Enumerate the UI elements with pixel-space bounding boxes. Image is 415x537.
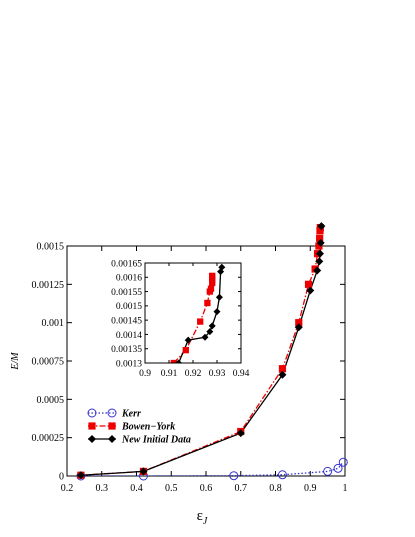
- x-axis-label: εJ: [197, 508, 208, 527]
- x-tick-label: 0.3: [96, 483, 109, 494]
- legend-marker-bowen-york: [108, 422, 116, 430]
- inset-y-tick-label: 0.0015: [116, 302, 142, 312]
- legend-label-new-initial-data: New Initial Data: [121, 435, 191, 446]
- data-point-bowen-york: [315, 242, 323, 250]
- data-point-new-initial-data: [306, 286, 315, 295]
- inset-x-tick-label: 0.91: [161, 369, 178, 379]
- inset-data-point-new-initial-data: [218, 263, 226, 271]
- main-markers: [76, 222, 348, 481]
- inset-data-point-new-initial-data: [215, 293, 223, 301]
- inset-data-point-bowen-york: [209, 272, 216, 280]
- data-point-bowen-york: [304, 280, 313, 288]
- inset-x-tick-label: 0.94: [233, 369, 250, 379]
- inset-plot: 0.9 0.91 0.92 0.93 0.94 0.0013 0.00135 0.0014 0.…: [111, 259, 249, 379]
- x-tick-label: 0.8: [269, 483, 282, 494]
- y-tick-label: 0.001: [42, 318, 65, 329]
- x-tick-label: 0.9: [304, 483, 317, 494]
- data-point-new-initial-data: [236, 429, 245, 438]
- data-point-kerr: [338, 457, 348, 467]
- y-tick-label: 0.00125: [32, 280, 65, 291]
- inset-data-point-new-initial-data: [175, 359, 183, 363]
- y-tick-label: 0.00025: [32, 433, 65, 444]
- x-tick-label: 0.5: [165, 483, 178, 494]
- legend-marker-kerr: [87, 408, 97, 418]
- data-point-new-initial-data: [315, 257, 324, 266]
- inset-data-point-bowen-york: [204, 299, 211, 307]
- y-tick-label: 0.00075: [32, 357, 65, 368]
- inset-data-point-new-initial-data: [208, 322, 216, 330]
- inset-data-point-bowen-york: [170, 359, 177, 363]
- data-point-kerr: [323, 466, 333, 476]
- y-tick-label: 0: [59, 472, 64, 483]
- inset-axis-ticks: 0.9 0.91 0.92 0.93 0.94 0.0013 0.00135 0.0014 0.…: [111, 259, 249, 379]
- data-point-kerr: [333, 463, 343, 473]
- data-point-kerr: [277, 470, 287, 480]
- series-line-bowen-york: [80, 246, 320, 476]
- inset-y-tick-label: 0.0016: [116, 274, 142, 284]
- inset-data-point-new-initial-data: [184, 336, 192, 344]
- data-point-bowen-york: [295, 319, 303, 327]
- legend-label-bowen-york: Bowen−York: [121, 422, 175, 433]
- x-axis-label-subscript: J: [203, 516, 208, 527]
- inset-y-tick-label: 0.0013: [116, 359, 142, 369]
- data-point-kerr: [229, 471, 239, 481]
- y-tick-label: 0.0005: [37, 395, 65, 406]
- legend-marker-new-initial-data: [108, 435, 116, 443]
- data-point-new-initial-data: [316, 238, 325, 247]
- legend-label-kerr: Kerr: [121, 409, 141, 420]
- data-point-bowen-york: [316, 234, 324, 242]
- legend-marker-kerr: [107, 408, 117, 418]
- inset-markers: [170, 263, 226, 363]
- inset-data-point-bowen-york: [197, 318, 204, 325]
- inset-y-tick-label: 0.00165: [111, 259, 142, 269]
- inset-x-tick-label: 0.93: [209, 369, 226, 379]
- x-tick-label: 1: [343, 483, 348, 494]
- inset-data-point-new-initial-data: [206, 328, 214, 336]
- inset-y-tick-label: 0.00145: [111, 316, 142, 326]
- data-point-new-initial-data: [139, 467, 148, 476]
- data-point-new-initial-data: [294, 323, 303, 332]
- inset-background: [145, 263, 241, 363]
- x-tick-label: 0.7: [235, 483, 248, 494]
- x-tick-label: 0.2: [61, 483, 74, 494]
- main-axis-ticks: 0.2 0.3 0.4 0.5 0.6 0.7 0.8 0.9 100.000250.00050…: [32, 242, 348, 495]
- data-point-new-initial-data: [76, 471, 85, 480]
- inset-data-point-bowen-york: [182, 346, 189, 354]
- series-line-kerr: [80, 461, 344, 476]
- inset-y-tick-label: 0.00135: [111, 345, 142, 355]
- inset-y-tick-label: 0.0014: [116, 331, 142, 341]
- x-tick-label: 0.4: [130, 483, 143, 494]
- data-point-new-initial-data: [315, 249, 324, 258]
- data-point-new-initial-data: [313, 266, 322, 275]
- data-point-new-initial-data: [278, 370, 287, 379]
- y-axis-label: E/M: [10, 352, 21, 371]
- inset-data-point-bowen-york: [207, 285, 215, 292]
- y-tick-label: 0.0015: [37, 242, 65, 253]
- data-point-new-initial-data: [317, 222, 326, 231]
- x-axis-label-main: ε: [197, 508, 203, 524]
- data-point-bowen-york: [278, 365, 287, 373]
- main-plot: 0.2 0.3 0.4 0.5 0.6 0.7 0.8 0.9 100.000250.00050…: [10, 222, 348, 527]
- legend: Kerr Bowen−York New Initial Data: [87, 408, 191, 446]
- legend-marker-new-initial-data: [88, 435, 96, 443]
- inset-x-tick-label: 0.9: [139, 369, 151, 379]
- x-tick-label: 0.6: [200, 483, 213, 494]
- legend-marker-bowen-york: [88, 422, 96, 430]
- inset-data-point-new-initial-data: [213, 308, 221, 316]
- inset-x-tick-label: 0.92: [185, 369, 202, 379]
- inset-y-tick-label: 0.00155: [111, 288, 142, 298]
- inset-data-point-new-initial-data: [201, 333, 209, 341]
